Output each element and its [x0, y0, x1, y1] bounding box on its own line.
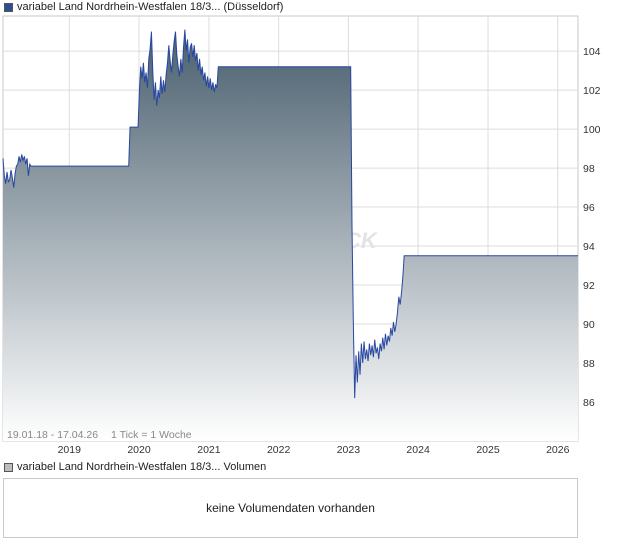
- price-legend: variabel Land Nordrhein-Westfalen 18/3..…: [4, 1, 283, 13]
- no-volume-message: keine Volumendaten vorhanden: [206, 501, 375, 515]
- x-tick-label: 2025: [476, 444, 500, 456]
- y-tick-label: 88: [583, 358, 595, 370]
- x-tick-label: 2023: [337, 444, 361, 456]
- y-tick-label: 94: [583, 241, 595, 253]
- y-tick-label: 100: [583, 124, 601, 136]
- volume-panel: keine Volumendaten vorhanden: [3, 478, 578, 538]
- x-axis-ticks: 2019 2020 2021 2022 2023 2024 2025 2026: [58, 444, 570, 456]
- y-axis-ticks: 86 88 90 92 94 96 98 100 102 104: [583, 46, 601, 409]
- x-tick-label: 2024: [406, 444, 430, 456]
- volume-legend: variabel Land Nordrhein-Westfalen 18/3..…: [4, 461, 266, 473]
- x-tick-label: 2026: [546, 444, 570, 456]
- date-range-text: 19.01.18 - 17.04.26: [7, 429, 98, 441]
- x-tick-label: 2020: [127, 444, 151, 456]
- price-legend-swatch: [4, 2, 13, 12]
- y-tick-label: 86: [583, 397, 595, 409]
- price-legend-label: variabel Land Nordrhein-Westfalen 18/3..…: [17, 1, 284, 13]
- y-tick-label: 104: [583, 46, 601, 58]
- y-tick-label: 96: [583, 202, 595, 214]
- y-tick-label: 92: [583, 280, 595, 292]
- price-line: [2, 29, 578, 399]
- x-tick-label: 2019: [58, 444, 82, 456]
- price-area: [3, 29, 578, 442]
- tick-interval-text: 1 Tick = 1 Woche: [111, 429, 192, 441]
- y-tick-label: 102: [583, 85, 601, 97]
- volume-legend-label: variabel Land Nordrhein-Westfalen 18/3..…: [17, 461, 267, 473]
- x-tick-label: 2021: [197, 444, 221, 456]
- y-tick-label: 90: [583, 319, 595, 331]
- x-tick-label: 2022: [267, 444, 291, 456]
- volume-legend-swatch: [4, 462, 13, 472]
- y-tick-label: 98: [583, 163, 595, 175]
- price-chart[interactable]: CK 2019 2020 2021 2022 2023 2024 2025 2026 8688…: [0, 0, 620, 462]
